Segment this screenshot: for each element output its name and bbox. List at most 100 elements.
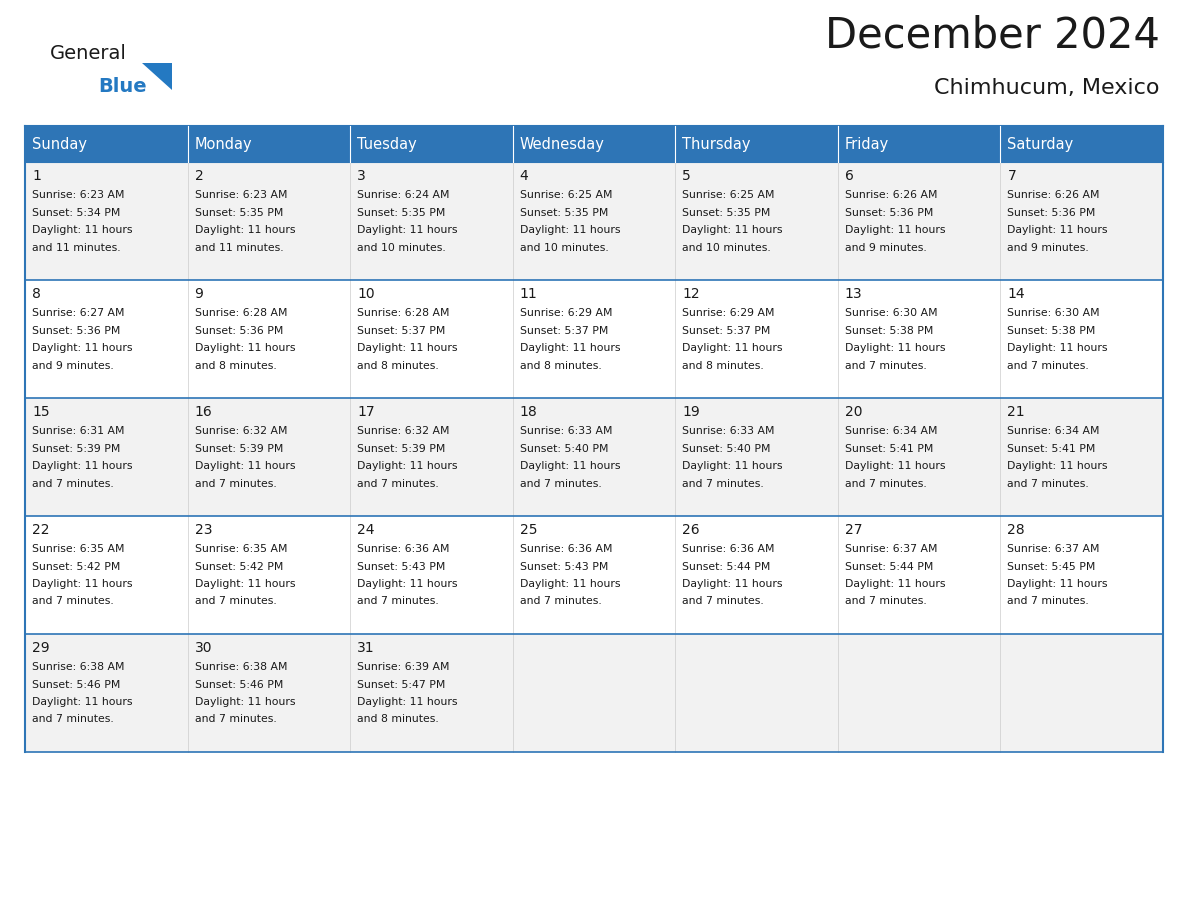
Text: 31: 31 [358, 641, 374, 655]
Bar [188, 162, 350, 280]
Text: Sunset: 5:37 PM: Sunset: 5:37 PM [358, 326, 446, 335]
Text: 28: 28 [1007, 523, 1025, 537]
Text: Daylight: 11 hours: Daylight: 11 hours [682, 343, 783, 353]
Text: and 10 minutes.: and 10 minutes. [519, 242, 608, 252]
Text: and 7 minutes.: and 7 minutes. [845, 361, 927, 371]
Bar [513, 516, 675, 634]
Text: Daylight: 11 hours: Daylight: 11 hours [358, 225, 457, 235]
Text: Daylight: 11 hours: Daylight: 11 hours [682, 461, 783, 471]
Text: Daylight: 11 hours: Daylight: 11 hours [519, 579, 620, 589]
Text: 12: 12 [682, 287, 700, 301]
Text: and 7 minutes.: and 7 minutes. [32, 597, 114, 607]
Bar [675, 398, 838, 516]
Bar [675, 280, 838, 398]
Text: Daylight: 11 hours: Daylight: 11 hours [32, 461, 133, 471]
Text: Daylight: 11 hours: Daylight: 11 hours [32, 343, 133, 353]
Text: and 7 minutes.: and 7 minutes. [682, 478, 764, 488]
Text: Daylight: 11 hours: Daylight: 11 hours [682, 579, 783, 589]
Bar [1000, 516, 1163, 634]
Text: and 7 minutes.: and 7 minutes. [1007, 597, 1089, 607]
Text: Sunrise: 6:24 AM: Sunrise: 6:24 AM [358, 190, 449, 200]
Text: and 7 minutes.: and 7 minutes. [519, 478, 601, 488]
Text: 3: 3 [358, 169, 366, 183]
Bar [513, 280, 675, 398]
Text: Blue: Blue [97, 77, 146, 96]
Text: 24: 24 [358, 523, 374, 537]
Bar [675, 634, 838, 752]
Text: Sunrise: 6:26 AM: Sunrise: 6:26 AM [845, 190, 937, 200]
Text: Sunset: 5:38 PM: Sunset: 5:38 PM [845, 326, 934, 335]
Bar [25, 634, 188, 752]
Text: Sunrise: 6:29 AM: Sunrise: 6:29 AM [682, 308, 775, 318]
Text: and 8 minutes.: and 8 minutes. [358, 714, 438, 724]
Bar [188, 280, 350, 398]
Text: Daylight: 11 hours: Daylight: 11 hours [519, 343, 620, 353]
Bar [1000, 280, 1163, 398]
Text: 22: 22 [32, 523, 50, 537]
Bar [25, 162, 188, 280]
Text: and 8 minutes.: and 8 minutes. [682, 361, 764, 371]
Text: 30: 30 [195, 641, 213, 655]
Text: Sunset: 5:39 PM: Sunset: 5:39 PM [32, 443, 120, 453]
Text: Daylight: 11 hours: Daylight: 11 hours [519, 461, 620, 471]
Text: Sunrise: 6:25 AM: Sunrise: 6:25 AM [682, 190, 775, 200]
Text: Saturday: Saturday [1007, 137, 1074, 151]
Text: Sunset: 5:35 PM: Sunset: 5:35 PM [358, 207, 446, 218]
Bar [513, 634, 675, 752]
Text: Sunrise: 6:33 AM: Sunrise: 6:33 AM [682, 426, 775, 436]
Text: and 9 minutes.: and 9 minutes. [32, 361, 114, 371]
Bar [25, 398, 188, 516]
Text: Daylight: 11 hours: Daylight: 11 hours [358, 343, 457, 353]
Bar [1000, 634, 1163, 752]
Text: Wednesday: Wednesday [519, 137, 605, 151]
Bar [513, 398, 675, 516]
Text: Sunrise: 6:33 AM: Sunrise: 6:33 AM [519, 426, 612, 436]
Text: Sunset: 5:41 PM: Sunset: 5:41 PM [1007, 443, 1095, 453]
Bar [350, 516, 513, 634]
Bar [513, 162, 675, 280]
Text: Daylight: 11 hours: Daylight: 11 hours [32, 697, 133, 707]
Text: Sunrise: 6:35 AM: Sunrise: 6:35 AM [32, 544, 125, 554]
Bar [350, 398, 513, 516]
Text: Sunrise: 6:39 AM: Sunrise: 6:39 AM [358, 662, 449, 672]
Text: and 7 minutes.: and 7 minutes. [1007, 361, 1089, 371]
Bar [1000, 126, 1163, 162]
Text: 21: 21 [1007, 405, 1025, 419]
Text: Friday: Friday [845, 137, 889, 151]
Text: and 7 minutes.: and 7 minutes. [195, 714, 277, 724]
Text: Sunset: 5:40 PM: Sunset: 5:40 PM [682, 443, 771, 453]
Text: Sunset: 5:41 PM: Sunset: 5:41 PM [845, 443, 934, 453]
Text: Daylight: 11 hours: Daylight: 11 hours [195, 697, 295, 707]
Text: 27: 27 [845, 523, 862, 537]
Text: Sunset: 5:36 PM: Sunset: 5:36 PM [1007, 207, 1095, 218]
Text: Daylight: 11 hours: Daylight: 11 hours [845, 225, 946, 235]
Text: Sunset: 5:40 PM: Sunset: 5:40 PM [519, 443, 608, 453]
Text: Sunrise: 6:25 AM: Sunrise: 6:25 AM [519, 190, 612, 200]
Text: Daylight: 11 hours: Daylight: 11 hours [1007, 461, 1108, 471]
Text: and 7 minutes.: and 7 minutes. [845, 478, 927, 488]
Text: and 7 minutes.: and 7 minutes. [32, 478, 114, 488]
Text: Sunset: 5:42 PM: Sunset: 5:42 PM [32, 562, 120, 572]
Text: Sunset: 5:35 PM: Sunset: 5:35 PM [682, 207, 771, 218]
Text: 23: 23 [195, 523, 213, 537]
Text: Sunset: 5:38 PM: Sunset: 5:38 PM [1007, 326, 1095, 335]
Text: Sunrise: 6:37 AM: Sunrise: 6:37 AM [845, 544, 937, 554]
Bar [188, 634, 350, 752]
Text: Daylight: 11 hours: Daylight: 11 hours [195, 225, 295, 235]
Text: Sunrise: 6:34 AM: Sunrise: 6:34 AM [1007, 426, 1100, 436]
Bar [25, 516, 188, 634]
Text: Sunday: Sunday [32, 137, 87, 151]
Text: 2: 2 [195, 169, 203, 183]
Text: Sunset: 5:36 PM: Sunset: 5:36 PM [32, 326, 120, 335]
Text: and 11 minutes.: and 11 minutes. [195, 242, 283, 252]
Text: Sunset: 5:34 PM: Sunset: 5:34 PM [32, 207, 120, 218]
Text: Sunrise: 6:31 AM: Sunrise: 6:31 AM [32, 426, 125, 436]
Text: 17: 17 [358, 405, 374, 419]
Text: Sunset: 5:37 PM: Sunset: 5:37 PM [519, 326, 608, 335]
Bar [1000, 398, 1163, 516]
Text: Sunrise: 6:38 AM: Sunrise: 6:38 AM [195, 662, 287, 672]
Text: Sunset: 5:39 PM: Sunset: 5:39 PM [195, 443, 283, 453]
Text: 10: 10 [358, 287, 374, 301]
Text: Thursday: Thursday [682, 137, 751, 151]
Text: Sunset: 5:43 PM: Sunset: 5:43 PM [358, 562, 446, 572]
